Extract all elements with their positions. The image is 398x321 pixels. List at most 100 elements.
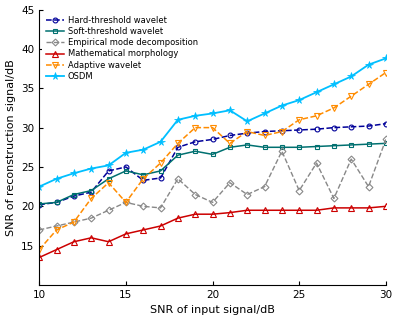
Hard-threshold wavelet [106, 169, 111, 173]
Soft-threshold wavelet [366, 142, 371, 146]
Adaptive wavelet [279, 130, 284, 134]
Mathematical morphology [366, 206, 371, 210]
Hard-threshold wavelet [193, 140, 198, 144]
Mathematical morphology [123, 232, 128, 236]
Adaptive wavelet [210, 126, 215, 130]
Hard-threshold wavelet [279, 129, 284, 133]
Soft-threshold wavelet [123, 169, 128, 173]
Soft-threshold wavelet [228, 145, 232, 149]
Mathematical morphology [158, 224, 163, 228]
Hard-threshold wavelet [349, 125, 353, 129]
Empirical mode decomposition [384, 137, 388, 141]
OSDM [37, 185, 42, 188]
Adaptive wavelet [384, 71, 388, 74]
OSDM [349, 74, 353, 78]
Adaptive wavelet [176, 142, 180, 145]
Empirical mode decomposition [262, 185, 267, 188]
Hard-threshold wavelet [54, 200, 59, 204]
Empirical mode decomposition [332, 196, 336, 200]
OSDM [384, 56, 388, 60]
Soft-threshold wavelet [262, 145, 267, 149]
OSDM [72, 171, 76, 175]
Hard-threshold wavelet [123, 165, 128, 169]
OSDM [106, 163, 111, 167]
Adaptive wavelet [89, 196, 94, 200]
Empirical mode decomposition [37, 228, 42, 232]
Mathematical morphology [89, 236, 94, 240]
Y-axis label: SNR of reconstruction signal/dB: SNR of reconstruction signal/dB [6, 59, 16, 236]
Soft-threshold wavelet [297, 145, 302, 149]
Adaptive wavelet [366, 82, 371, 86]
Mathematical morphology [297, 208, 302, 212]
Mathematical morphology [349, 206, 353, 210]
Soft-threshold wavelet [384, 142, 388, 145]
Line: Soft-threshold wavelet: Soft-threshold wavelet [37, 141, 388, 206]
Empirical mode decomposition [349, 157, 353, 161]
Soft-threshold wavelet [314, 144, 319, 148]
Mathematical morphology [332, 206, 336, 210]
Adaptive wavelet [314, 114, 319, 118]
OSDM [54, 177, 59, 181]
OSDM [279, 104, 284, 108]
Empirical mode decomposition [176, 177, 180, 181]
X-axis label: SNR of input signal/dB: SNR of input signal/dB [150, 306, 275, 316]
Mathematical morphology [262, 208, 267, 212]
Mathematical morphology [37, 256, 42, 259]
Mathematical morphology [384, 204, 388, 208]
OSDM [228, 108, 232, 112]
Hard-threshold wavelet [72, 194, 76, 198]
Empirical mode decomposition [72, 220, 76, 224]
Empirical mode decomposition [297, 189, 302, 193]
Mathematical morphology [279, 208, 284, 212]
OSDM [210, 111, 215, 115]
Adaptive wavelet [54, 228, 59, 232]
Adaptive wavelet [262, 134, 267, 137]
Mathematical morphology [176, 216, 180, 220]
Adaptive wavelet [72, 220, 76, 224]
Empirical mode decomposition [245, 193, 250, 196]
Line: Mathematical morphology: Mathematical morphology [37, 204, 389, 260]
Empirical mode decomposition [89, 216, 94, 220]
Mathematical morphology [314, 208, 319, 212]
Empirical mode decomposition [141, 204, 146, 208]
Empirical mode decomposition [279, 149, 284, 153]
Soft-threshold wavelet [332, 144, 336, 148]
OSDM [332, 82, 336, 86]
Line: Empirical mode decomposition: Empirical mode decomposition [37, 137, 388, 232]
Hard-threshold wavelet [314, 127, 319, 131]
Mathematical morphology [106, 240, 111, 244]
Soft-threshold wavelet [54, 200, 59, 204]
Empirical mode decomposition [54, 224, 59, 228]
Adaptive wavelet [158, 161, 163, 165]
Soft-threshold wavelet [37, 202, 42, 206]
Empirical mode decomposition [158, 206, 163, 210]
OSDM [262, 111, 267, 115]
OSDM [193, 114, 198, 118]
OSDM [314, 90, 319, 94]
Soft-threshold wavelet [176, 153, 180, 157]
Soft-threshold wavelet [72, 193, 76, 196]
Empirical mode decomposition [366, 185, 371, 188]
Adaptive wavelet [228, 142, 232, 145]
Hard-threshold wavelet [366, 124, 371, 128]
Hard-threshold wavelet [228, 134, 232, 137]
OSDM [297, 98, 302, 102]
Mathematical morphology [141, 228, 146, 232]
Mathematical morphology [228, 211, 232, 214]
Adaptive wavelet [332, 106, 336, 110]
Adaptive wavelet [141, 177, 146, 181]
Adaptive wavelet [123, 200, 128, 204]
Mathematical morphology [72, 240, 76, 244]
Adaptive wavelet [37, 248, 42, 252]
Empirical mode decomposition [228, 181, 232, 185]
Adaptive wavelet [349, 94, 353, 98]
Hard-threshold wavelet [37, 203, 42, 207]
OSDM [123, 151, 128, 155]
Soft-threshold wavelet [279, 145, 284, 149]
Empirical mode decomposition [314, 161, 319, 165]
Mathematical morphology [193, 212, 198, 216]
Hard-threshold wavelet [384, 122, 388, 126]
Empirical mode decomposition [106, 208, 111, 212]
Soft-threshold wavelet [141, 173, 146, 177]
Hard-threshold wavelet [176, 145, 180, 149]
